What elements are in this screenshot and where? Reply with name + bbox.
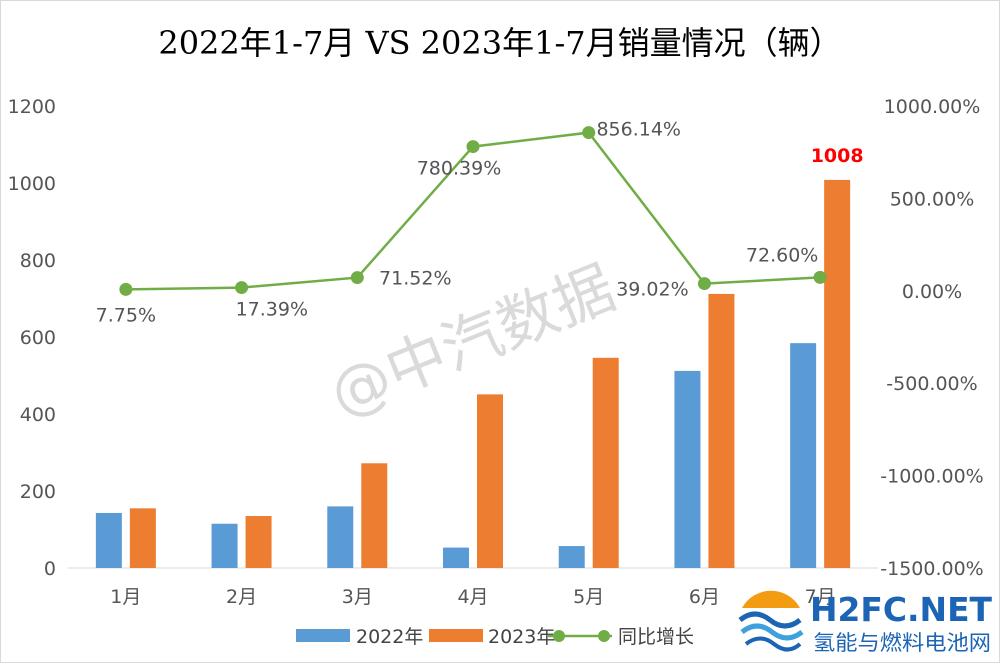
y-left-tick-label: 200 <box>20 481 56 503</box>
y-right-tick-label: 500.00% <box>890 188 975 210</box>
x-category-label: 1月 <box>110 586 141 608</box>
bar-2023 <box>361 463 388 568</box>
x-category-label: 5月 <box>573 586 604 608</box>
bar-2023 <box>129 508 156 568</box>
x-category-label: 2月 <box>226 586 257 608</box>
growth-data-label: 780.39% <box>417 158 502 180</box>
growth-data-label: 72.60% <box>746 244 818 266</box>
logo-wave-icon <box>740 623 804 641</box>
bar-2022 <box>327 506 354 568</box>
legend-label-2023: 2023年 <box>488 626 555 648</box>
logo-sun-icon <box>742 590 800 608</box>
highlight-value-label: 1008 <box>811 145 864 167</box>
legend-marker-growth <box>553 630 565 642</box>
y-left-tick-label: 400 <box>20 404 56 426</box>
growth-point <box>813 270 827 284</box>
bar-2023 <box>592 357 619 568</box>
legend-label-growth: 同比增长 <box>618 626 694 648</box>
y-left-tick-label: 800 <box>20 250 56 272</box>
growth-point <box>697 277 711 291</box>
y-right-tick-label: -500.00% <box>886 373 977 395</box>
growth-point <box>119 282 133 296</box>
growth-point <box>582 126 596 140</box>
bar-2022 <box>443 547 469 568</box>
bar-2022 <box>674 370 701 568</box>
bar-2023 <box>708 293 735 568</box>
y-right-tick-label: 0.00% <box>902 281 962 303</box>
bar-2022 <box>558 546 585 568</box>
y-left-tick-label: 600 <box>20 327 56 349</box>
legend-swatch-2023 <box>429 629 483 642</box>
bar-2022 <box>211 523 238 568</box>
growth-point <box>235 281 249 295</box>
x-category-label: 7月 <box>805 586 836 608</box>
growth-data-label: 17.39% <box>236 299 308 321</box>
legend: 2022年 2023年 同比增长 <box>296 626 694 648</box>
chart-title: 2022年1-7月 VS 2023年1-7月销量情况（辆） <box>158 24 841 62</box>
bar-2022 <box>790 343 817 568</box>
y-right-tick-label: 1000.00% <box>884 96 981 118</box>
bar-2023 <box>824 179 851 569</box>
x-category-label: 3月 <box>342 586 373 608</box>
y-right-tick-label: -1500.00% <box>880 558 983 580</box>
x-category-label: 4月 <box>457 586 488 608</box>
logo-wave-icon <box>744 636 802 652</box>
bar-2023 <box>477 394 503 568</box>
legend-label-2022: 2022年 <box>356 626 423 648</box>
growth-data-label: 71.52% <box>379 268 451 290</box>
bar-2022 <box>95 512 122 568</box>
growth-data-label: 39.02% <box>616 279 688 301</box>
h2fc-logo: H2FC.NET 氢能与燃料电池网 <box>738 590 992 656</box>
growth-data-label: 856.14% <box>596 119 681 141</box>
logo-subtitle: 氢能与燃料电池网 <box>813 631 991 655</box>
growth-data-label: 7.75% <box>96 304 156 326</box>
growth-point <box>350 271 364 285</box>
logo-text: H2FC.NET <box>810 590 992 629</box>
growth-point <box>466 140 480 154</box>
y-right-tick-label: -1000.00% <box>880 466 983 488</box>
bar-2023 <box>245 516 272 568</box>
y-left-tick-label: 1200 <box>8 96 56 118</box>
logo-wave-icon <box>738 611 802 629</box>
x-category-label: 6月 <box>689 586 720 608</box>
y-left-tick-label: 1000 <box>8 173 56 195</box>
legend-marker-growth <box>598 630 610 642</box>
y-left-tick-label: 0 <box>44 558 56 580</box>
legend-swatch-2022 <box>296 629 350 642</box>
